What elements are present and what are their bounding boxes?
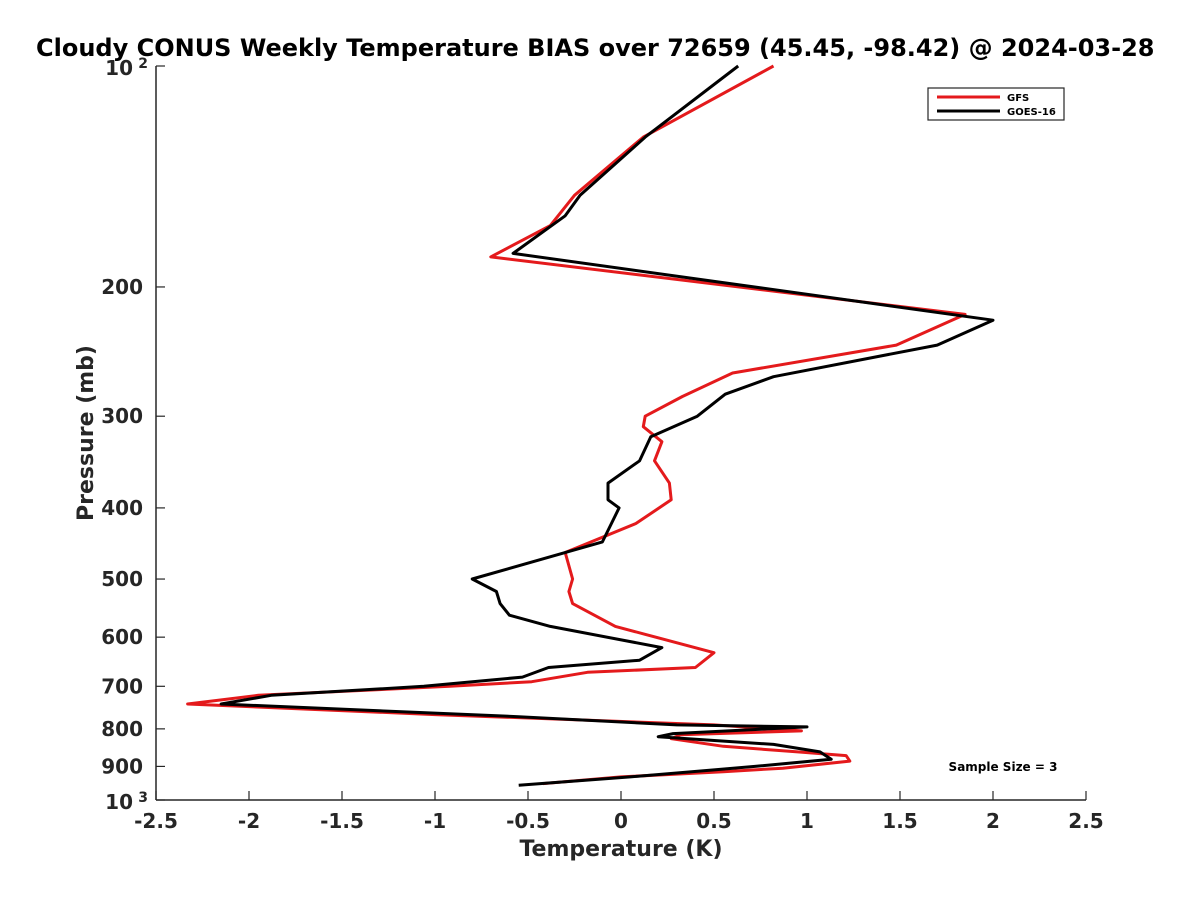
x-tick-label: 1	[800, 809, 814, 833]
x-tick-label: -2.5	[134, 809, 178, 833]
y-tick-label: 500	[101, 567, 143, 591]
legend-entry-label: GOES-16	[1007, 107, 1056, 118]
legend-box	[927, 87, 1065, 121]
sample-size-annotation: Sample Size = 3	[949, 760, 1058, 774]
y-tick-label: 200	[101, 275, 143, 299]
y-tick-label-exponent: 3	[138, 790, 148, 806]
chart-title: Cloudy CONUS Weekly Temperature BIAS ove…	[36, 34, 1154, 62]
x-tick-label: -0.5	[506, 809, 550, 833]
legend: GFS GOES-16	[927, 87, 1065, 121]
x-axis-label: Temperature (K)	[519, 837, 722, 862]
x-tick-label: 0.5	[696, 809, 731, 833]
y-tick-label: 400	[101, 496, 143, 520]
y-tick-label-exponent: 2	[138, 56, 148, 72]
y-tick-label: 600	[101, 625, 143, 649]
x-tick-label: 1.5	[882, 809, 917, 833]
x-tick-label: 2.5	[1068, 809, 1103, 833]
y-tick-label-base: 10	[105, 790, 133, 814]
y-axis-label: Pressure (mb)	[74, 345, 99, 521]
plot-area	[155, 64, 1086, 801]
x-tick-label: 0	[614, 809, 628, 833]
x-tick-label: -2	[238, 809, 260, 833]
axis-ticks: -2.5 -2 -1.5 -1 -0.5 0 0.5 1 1.5 2 2.5 2 10 200 300 400…	[101, 56, 1103, 833]
series-line-gfs	[186, 64, 967, 786]
series-line-goes-16	[219, 64, 995, 787]
y-tick-label: 900	[101, 754, 143, 778]
y-tick-label-base: 10	[105, 56, 133, 80]
y-tick-label: 800	[101, 717, 143, 741]
x-tick-label: 2	[986, 809, 1000, 833]
x-tick-label: -1	[424, 809, 446, 833]
legend-entry-label: GFS	[1007, 93, 1029, 104]
y-tick-label: 700	[101, 674, 143, 698]
x-tick-label: -1.5	[320, 809, 364, 833]
y-tick-label: 300	[101, 404, 143, 428]
